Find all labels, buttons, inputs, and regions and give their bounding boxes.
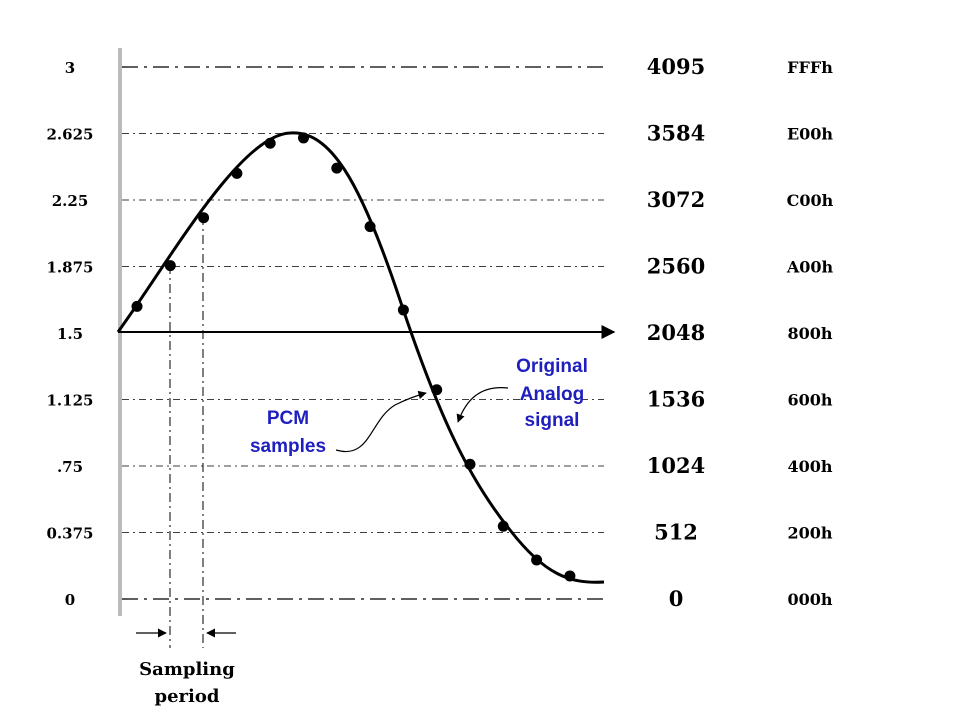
pcm-sample-dot [164,260,176,272]
pcm-sample-dot [264,137,276,149]
pcm-label-line2: samples [250,436,326,457]
original-label-line2: Analog [520,384,584,405]
sampling-period-line1: Sampling [139,659,235,680]
pcm-sample-points [131,132,576,582]
decimal-code-label: 512 [654,520,698,545]
hex-code-label: 200h [787,524,832,543]
hex-code-label: 000h [787,590,832,609]
voltage-label: 1.125 [47,392,94,410]
pcm-sample-dot [564,570,576,582]
decimal-code-label: 1536 [647,387,705,412]
hex-code-label: FFFh [787,58,833,77]
pcm-sample-dot [231,167,243,179]
grid-lines [122,66,604,600]
decimal-code-labels: 4095 3584 3072 2560 2048 1536 1024 512 0 [647,54,705,611]
voltage-label: 1.5 [57,325,83,343]
original-callout-arrow [456,387,509,423]
voltage-label: 3 [65,59,75,77]
sampling-period-line2: period [155,686,220,707]
analog-signal-curve [116,131,605,584]
hex-code-labels: FFFh E00h C00h A00h 800h 600h 400h 200h 000h [786,58,834,609]
pcm-sample-dot [397,304,409,316]
voltage-label: 2.625 [47,126,94,144]
pcm-sample-dot [298,132,309,144]
hex-code-label: 400h [787,457,832,476]
voltage-label: 2.25 [52,192,89,210]
pcm-callout-arrow [335,390,427,453]
hex-code-label: A00h [786,258,834,277]
pcm-sample-dot [331,162,343,174]
voltage-label: 0.375 [47,525,94,543]
pcm-sample-dot [131,300,143,312]
hex-code-label: 600h [787,391,832,410]
voltage-labels: 3 2.625 2.25 1.875 1.5 1.125 .75 0.375 0 [47,59,94,609]
decimal-code-label: 2048 [647,320,705,345]
pcm-sample-dot [364,221,376,233]
voltage-label: .75 [57,458,83,476]
pcm-label-line1: PCM [267,408,309,429]
pcm-sample-dot [531,554,543,566]
hex-code-label: 800h [787,324,832,343]
voltage-label: 1.875 [47,259,94,277]
original-label-line3: signal [525,410,580,431]
voltage-label: 0 [65,591,75,609]
decimal-code-label: 4095 [647,54,705,79]
pcm-sample-dot [431,384,443,396]
pcm-sample-dot [497,520,509,532]
original-label-line1: Original [516,356,588,377]
pcm-sample-dot [464,458,476,470]
hex-code-label: E00h [787,125,833,144]
pcm-sample-dot [198,212,210,224]
decimal-code-label: 3584 [647,121,705,146]
decimal-code-label: 1024 [647,453,705,478]
decimal-code-label: 3072 [647,187,705,212]
hex-code-label: C00h [787,191,834,210]
decimal-code-label: 0 [669,586,684,611]
decimal-code-label: 2560 [647,254,705,279]
